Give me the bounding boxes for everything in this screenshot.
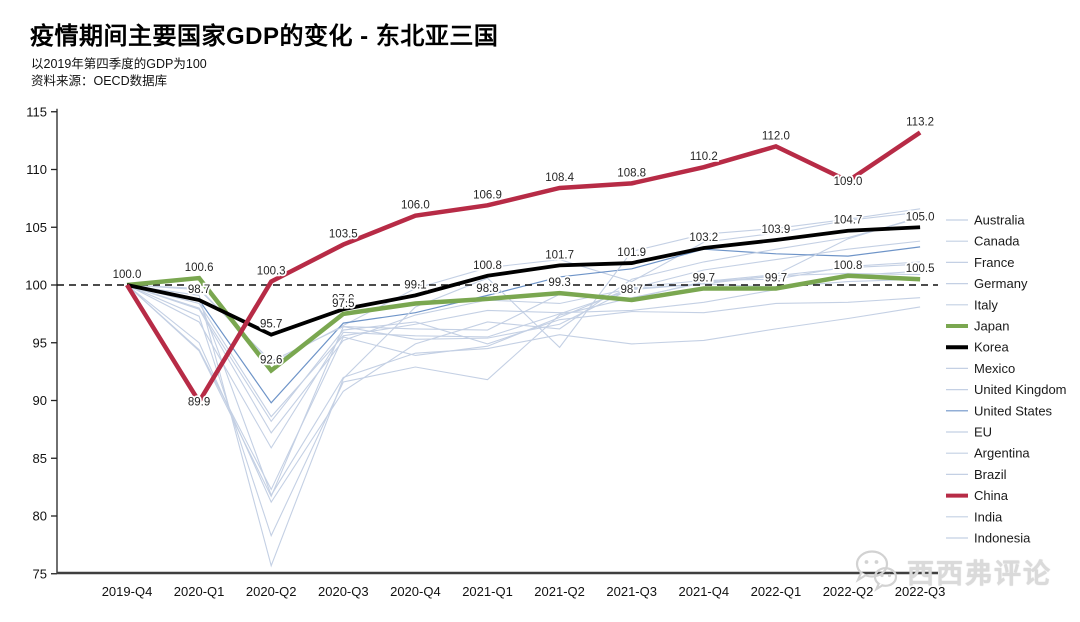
data-label-korea: 100.8 bbox=[473, 260, 502, 272]
data-label-korea: 97.9 bbox=[332, 293, 354, 305]
data-label-korea: 98.7 bbox=[188, 284, 210, 296]
wechat-icon bbox=[855, 550, 898, 592]
chart-subtitle: 以2019年第四季度的GDP为100 bbox=[31, 57, 207, 71]
y-tick-label: 85 bbox=[33, 451, 47, 466]
legend-label-united-states: United States bbox=[974, 403, 1053, 418]
data-label-korea: 103.9 bbox=[762, 224, 791, 236]
data-label-japan: 92.6 bbox=[260, 354, 282, 366]
data-label-china: 89.9 bbox=[188, 397, 210, 409]
line-china bbox=[125, 130, 922, 406]
data-label-japan: 99.3 bbox=[548, 277, 570, 289]
data-label-china: 110.2 bbox=[690, 151, 718, 163]
data-label-japan: 99.7 bbox=[693, 272, 715, 284]
data-label-china: 108.8 bbox=[617, 167, 646, 179]
x-tick-label: 2020-Q2 bbox=[246, 584, 297, 599]
legend-label-indonesia: Indonesia bbox=[974, 531, 1031, 546]
legend-label-japan: Japan bbox=[974, 319, 1009, 334]
data-label-china: 113.2 bbox=[906, 117, 934, 129]
data-label-china: 100.3 bbox=[257, 266, 286, 278]
data-label-japan: 100.6 bbox=[185, 262, 214, 274]
x-tick-label: 2020-Q3 bbox=[318, 584, 369, 599]
line-united-kingdom bbox=[126, 272, 921, 538]
y-tick-label: 95 bbox=[33, 335, 47, 350]
line-australia bbox=[126, 211, 921, 365]
data-label-korea: 95.7 bbox=[260, 319, 282, 331]
data-label-china: 108.4 bbox=[545, 172, 574, 184]
y-tick-label: 100 bbox=[25, 278, 47, 293]
data-label-china: 106.9 bbox=[473, 189, 502, 201]
data-label-china: 100.0 bbox=[113, 269, 142, 281]
x-tick-label: 2021-Q3 bbox=[606, 584, 657, 599]
y-tick-label: 80 bbox=[33, 509, 47, 524]
data-label-japan: 97.5 bbox=[332, 298, 354, 310]
line-italy bbox=[126, 261, 921, 491]
legend-label-united-kingdom: United Kingdom bbox=[974, 382, 1067, 397]
legend-label-china: China bbox=[974, 488, 1009, 503]
line-argentina bbox=[126, 217, 921, 504]
y-tick-label: 110 bbox=[26, 162, 47, 177]
data-label-japan: 98.7 bbox=[621, 284, 643, 296]
legend-label-eu: EU bbox=[974, 425, 992, 440]
watermark: 西西弗评论 bbox=[852, 549, 1052, 593]
chart-source: 资料来源：OECD数据库 bbox=[31, 74, 168, 88]
line-canada bbox=[126, 240, 921, 434]
y-tick-label: 105 bbox=[25, 220, 47, 235]
data-label-korea: 103.2 bbox=[689, 232, 718, 244]
data-label-china: 109.0 bbox=[834, 176, 863, 188]
data-label-japan: 100.8 bbox=[834, 260, 863, 272]
legend-label-argentina: Argentina bbox=[974, 446, 1030, 461]
legend-label-korea: Korea bbox=[974, 340, 1009, 355]
data-label-korea: 104.7 bbox=[834, 215, 863, 227]
data-label-japan: 99.7 bbox=[765, 272, 787, 284]
legend-label-brazil: Brazil bbox=[974, 467, 1007, 482]
x-tick-label: 2022-Q2 bbox=[823, 584, 874, 599]
data-label-china: 112.0 bbox=[762, 130, 790, 142]
data-label-korea: 101.7 bbox=[545, 249, 574, 261]
chart-title: 疫情期间主要国家GDP的变化 - 东北亚三国 bbox=[30, 23, 499, 50]
x-tick-label: 2019-Q4 bbox=[102, 584, 153, 599]
data-label-korea: 105.0 bbox=[906, 211, 935, 223]
data-label-china: 106.0 bbox=[401, 200, 430, 212]
data-label-korea: 99.1 bbox=[404, 279, 426, 291]
data-label-korea: 101.9 bbox=[617, 247, 646, 259]
line-indonesia bbox=[126, 216, 921, 362]
data-label-japan: 100.5 bbox=[906, 263, 935, 275]
x-tick-label: 2022-Q1 bbox=[751, 584, 802, 599]
legend-label-germany: Germany bbox=[974, 276, 1028, 291]
y-tick-label: 115 bbox=[26, 104, 47, 119]
legend-label-mexico: Mexico bbox=[974, 361, 1015, 376]
y-tick-label: 75 bbox=[33, 566, 47, 581]
legend-label-canada: Canada bbox=[974, 234, 1020, 249]
data-label-china: 103.5 bbox=[329, 229, 358, 241]
legend-label-india: India bbox=[974, 509, 1003, 524]
legend-label-italy: Italy bbox=[974, 297, 998, 312]
line-korea bbox=[126, 225, 921, 337]
x-tick-label: 2020-Q1 bbox=[174, 584, 225, 599]
x-tick-label: 2022-Q3 bbox=[895, 584, 946, 599]
x-tick-label: 2021-Q1 bbox=[462, 584, 513, 599]
x-tick-label: 2021-Q2 bbox=[534, 584, 585, 599]
line-united-states bbox=[126, 246, 921, 404]
legend-label-australia: Australia bbox=[974, 213, 1025, 228]
y-tick-label: 90 bbox=[33, 393, 47, 408]
legend-label-france: France bbox=[974, 255, 1014, 270]
line-brazil bbox=[126, 270, 921, 418]
x-tick-label: 2020-Q4 bbox=[390, 584, 441, 599]
line-japan bbox=[126, 273, 921, 374]
watermark-text: 西西弗评论 bbox=[907, 558, 1052, 589]
line-germany bbox=[126, 284, 921, 423]
line-mexico bbox=[126, 284, 921, 497]
line-eu bbox=[126, 263, 921, 449]
x-tick-label: 2021-Q4 bbox=[679, 584, 730, 599]
data-label-japan: 98.8 bbox=[476, 283, 498, 295]
